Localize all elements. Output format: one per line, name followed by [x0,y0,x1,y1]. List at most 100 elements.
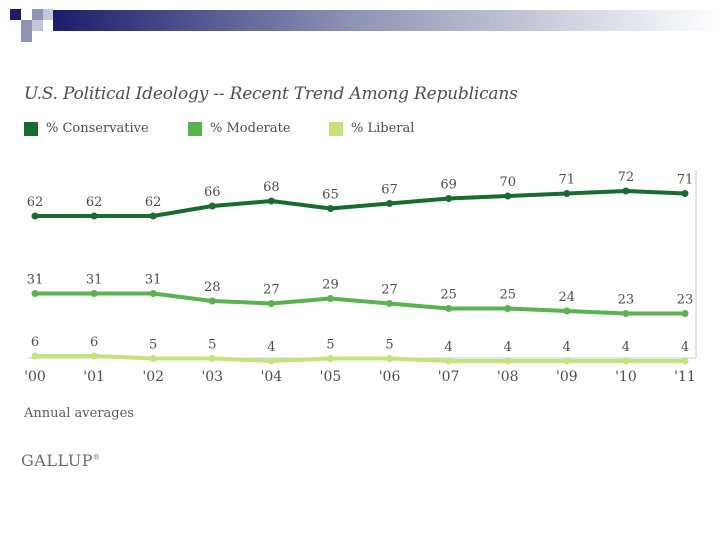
data-label-liberal: 5 [149,338,157,353]
x-tick-label: '08 [497,369,519,385]
data-label-conservative: 62 [27,195,44,210]
data-point-conservative [445,195,453,202]
header-square [43,9,53,20]
data-point-moderate [208,297,216,305]
data-label-liberal: 4 [563,340,571,355]
data-label-liberal: 5 [326,338,334,353]
data-point-conservative [326,205,334,212]
data-point-liberal [267,357,275,365]
x-tick-label: '11 [674,369,696,385]
data-label-liberal: 4 [681,340,689,355]
chart-title: U.S. Political Ideology -- Recent Trend … [24,84,518,104]
data-point-conservative [386,200,394,207]
data-label-liberal: 6 [31,335,39,350]
data-point-liberal [681,357,689,365]
data-point-moderate [563,307,571,315]
x-tick-label: '05 [320,369,342,385]
data-label-conservative: 62 [145,195,162,210]
x-tick-label: '06 [379,369,401,385]
legend-swatch-moderate [188,121,202,136]
data-point-moderate [326,295,334,302]
data-point-moderate [386,300,394,307]
data-point-liberal [504,357,512,365]
data-point-liberal [326,355,334,362]
data-label-conservative: 62 [86,195,103,210]
data-point-liberal [445,357,453,365]
legend-label-moderate: % Moderate [210,121,291,136]
data-label-liberal: 4 [622,340,630,355]
data-label-conservative: 67 [381,183,398,198]
data-label-moderate: 23 [618,293,635,308]
data-point-liberal [31,352,39,360]
gallup-logo-text: GALLUP [21,451,93,470]
data-label-moderate: 25 [499,288,516,303]
header-square [10,9,21,20]
data-point-moderate [504,305,512,312]
series-line-liberal [33,354,687,363]
legend-swatch-liberal [329,121,343,136]
data-label-liberal: 5 [385,338,393,353]
data-label-liberal: 6 [90,335,98,350]
x-tick-label: '02 [142,369,164,385]
data-point-conservative [149,212,157,220]
data-point-liberal [563,357,571,365]
data-point-conservative [90,212,98,220]
gallup-logo: GALLUP® [21,451,101,470]
data-point-moderate [445,305,453,312]
data-label-conservative: 68 [263,180,280,195]
data-point-moderate [149,290,157,297]
data-label-moderate: 24 [559,290,576,305]
data-point-moderate [31,290,39,297]
data-label-conservative: 66 [204,185,221,200]
data-label-conservative: 70 [499,175,516,190]
data-point-moderate [90,290,98,297]
x-tick-label: '03 [201,369,223,385]
data-point-liberal [208,355,216,362]
data-point-conservative [681,190,689,197]
data-label-moderate: 29 [322,278,339,293]
data-label-moderate: 23 [677,293,694,308]
x-tick-label: '04 [261,369,283,385]
data-point-liberal [386,355,394,362]
data-point-liberal [622,357,630,365]
data-label-conservative: 71 [559,173,576,188]
data-label-moderate: 27 [263,283,280,298]
data-label-liberal: 4 [444,340,452,355]
x-tick-label: '10 [615,369,637,385]
legend-label-conservative: % Conservative [46,121,149,136]
header-square [21,20,32,31]
data-label-moderate: 31 [86,273,103,288]
data-point-conservative [563,190,571,197]
legend-item-liberal: % Liberal [329,121,414,136]
data-point-moderate [267,300,275,307]
series-line-moderate [33,291,687,316]
x-tick-label: '00 [24,369,46,385]
header-square [32,9,43,20]
data-point-conservative [31,212,39,220]
legend-item-conservative: % Conservative [24,121,149,136]
data-point-conservative [208,202,216,210]
data-point-conservative [504,192,512,200]
data-point-moderate [622,310,630,317]
data-label-liberal: 4 [504,340,512,355]
data-label-liberal: 4 [267,340,275,355]
data-point-conservative [622,187,630,195]
header-square [21,31,32,42]
legend-label-liberal: % Liberal [351,121,415,136]
data-label-conservative: 69 [440,178,457,193]
data-label-liberal: 5 [208,338,216,353]
data-point-moderate [681,310,689,317]
data-label-moderate: 28 [204,280,221,295]
chart-footnote: Annual averages [24,406,134,421]
data-point-liberal [149,355,157,362]
x-tick-label: '01 [83,369,105,385]
legend-item-moderate: % Moderate [188,121,291,136]
data-point-conservative [267,197,275,205]
legend-swatch-conservative [24,121,38,136]
data-label-conservative: 65 [322,188,339,203]
data-label-moderate: 25 [440,288,457,303]
x-tick-label: '07 [438,369,460,385]
x-tick-label: '09 [556,369,578,385]
data-label-moderate: 31 [27,273,44,288]
